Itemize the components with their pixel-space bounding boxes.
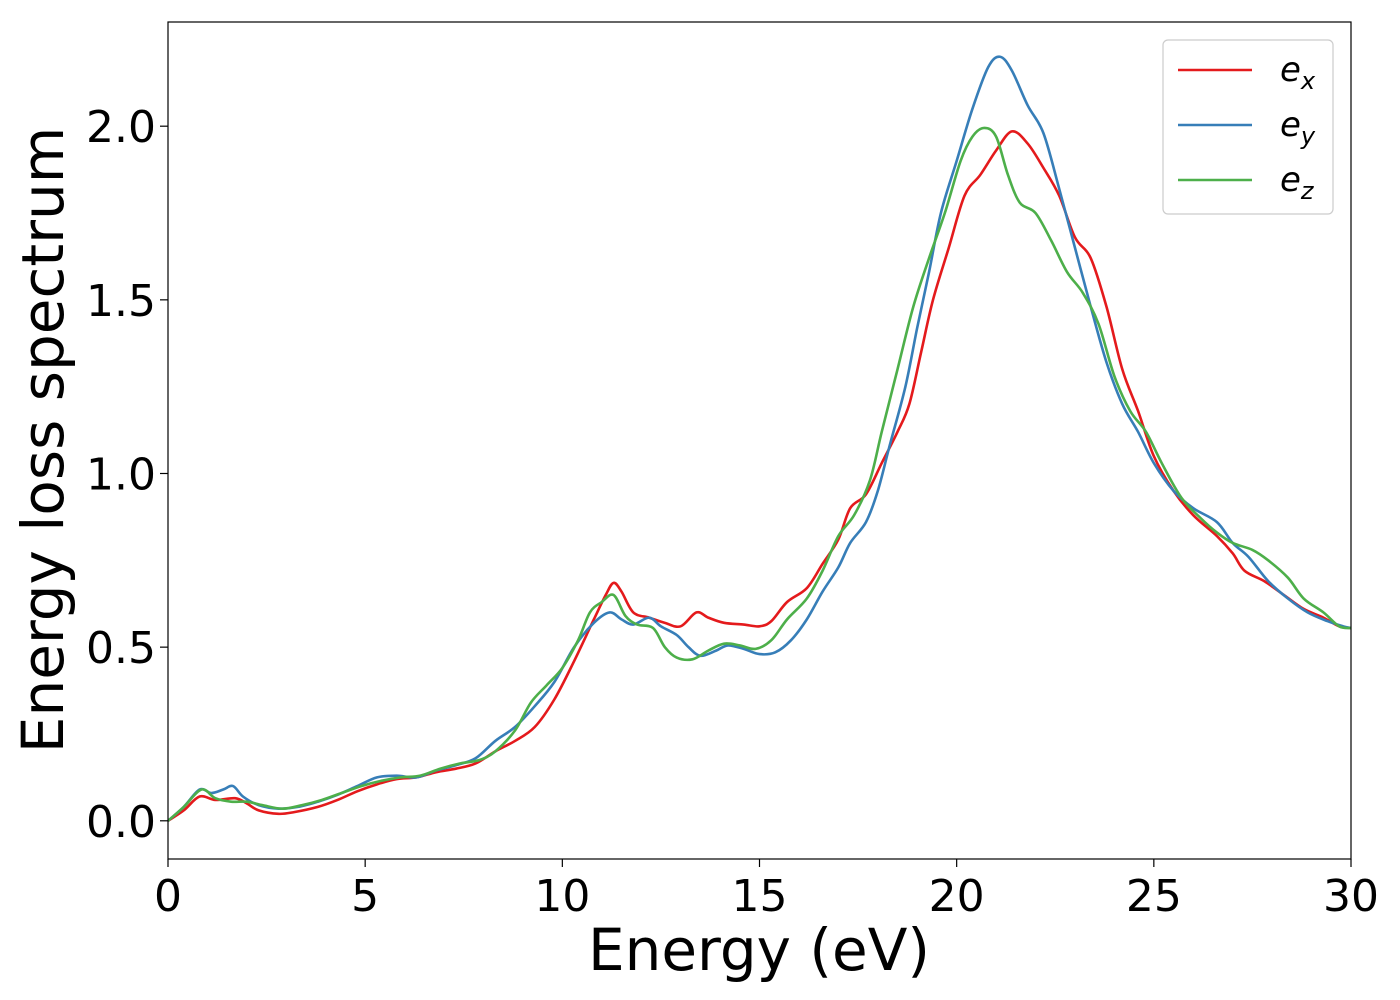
x-axis-label: Energy (eV) (588, 916, 930, 984)
y-tick-label: 1.0 (86, 449, 156, 500)
y-axis-label: Energy loss spectrum (9, 127, 77, 753)
series-line-e-x (168, 130, 1351, 822)
legend-box (1162, 39, 1334, 215)
x-tick-label: 10 (534, 871, 590, 922)
legend-label-main: e (1280, 160, 1301, 200)
legend-label: ey (1280, 105, 1316, 150)
plot-background (168, 22, 1351, 859)
legend-label-subscript: x (1300, 67, 1316, 95)
y-tick-label: 0.5 (86, 623, 156, 674)
legend-label-main: e (1280, 105, 1301, 145)
legend-label-main: e (1280, 50, 1301, 90)
legend-label: ex (1280, 50, 1316, 95)
series-line-e-z (168, 126, 1351, 822)
x-tick-label: 0 (154, 871, 182, 922)
x-axis: 0 5 10 15 20 25 30 (154, 859, 1379, 922)
legend-label-subscript: y (1300, 122, 1316, 150)
series-layer (168, 55, 1351, 822)
legend-label-subscript: z (1300, 177, 1315, 205)
y-tick-label: 2.0 (86, 102, 156, 153)
series-line-e-y (168, 55, 1351, 822)
y-axis: 0.0 0.5 1.0 1.5 2.0 (86, 102, 168, 848)
x-tick-label: 30 (1323, 871, 1379, 922)
y-tick-label: 1.5 (86, 276, 156, 327)
legend-label: ez (1280, 160, 1315, 205)
y-tick-label: 0.0 (86, 797, 156, 848)
x-tick-label: 15 (732, 871, 788, 922)
x-tick-label: 25 (1126, 871, 1182, 922)
x-tick-label: 5 (351, 871, 379, 922)
x-tick-label: 20 (929, 871, 985, 922)
